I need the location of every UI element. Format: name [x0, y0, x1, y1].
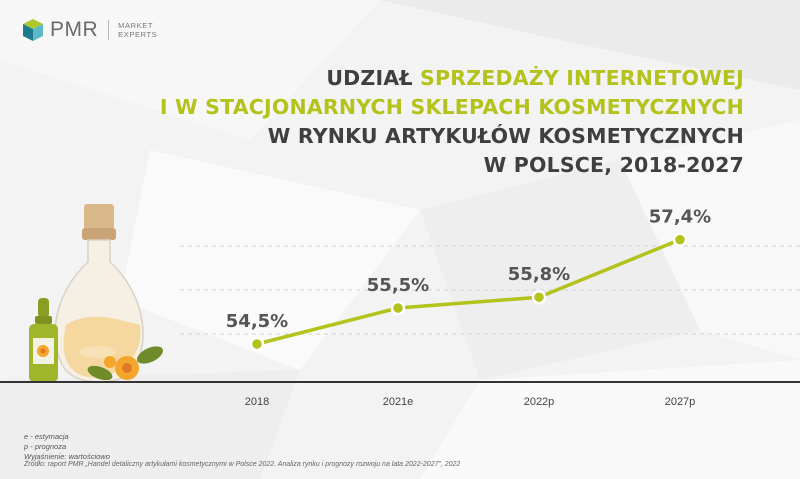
- x-tick-label: 2021e: [383, 396, 414, 408]
- source-note: Źródło: raport PMR „Handel detaliczny ar…: [24, 461, 461, 468]
- data-point: [249, 336, 265, 352]
- data-label: 54,5%: [226, 311, 288, 332]
- brand-tagline: MARKET EXPERTS: [118, 21, 157, 39]
- data-point: [390, 300, 406, 316]
- data-label: 55,5%: [367, 275, 429, 296]
- x-tick-label: 2022p: [524, 396, 555, 408]
- title-part-green: SPRZEDAŻY INTERNETOWEJ: [420, 66, 744, 90]
- note-value-explanation: Wyjaśnienie: wartościowo: [24, 452, 110, 461]
- note-estimation: e - estymacja: [24, 432, 69, 441]
- cube-logo-icon: [23, 19, 43, 41]
- chart-title: UDZIAŁ SPRZEDAŻY INTERNETOWEJ I W STACJO…: [160, 64, 744, 180]
- tagline-line-1: MARKET: [118, 21, 154, 30]
- x-tick-label: 2018: [245, 396, 269, 408]
- note-forecast: p - prognoza: [24, 442, 67, 451]
- data-point: [531, 289, 547, 305]
- logo-divider: [108, 20, 110, 40]
- brand-name: PMR: [50, 18, 99, 41]
- series-line: [256, 237, 681, 346]
- tagline-line-2: EXPERTS: [118, 30, 158, 39]
- title-line-2: I W STACJONARNYCH SKLEPACH KOSMETYCZNYCH: [159, 95, 744, 119]
- chart-notes: e - estymacja p - prognoza Wyjaśnienie: …: [24, 432, 110, 462]
- title-line-4: W POLSCE, 2018-2027: [483, 153, 744, 177]
- title-part-dark: UDZIAŁ: [326, 66, 421, 90]
- data-label: 55,8%: [508, 264, 570, 285]
- data-label: 57,4%: [649, 207, 711, 228]
- x-tick-label: 2027p: [665, 396, 696, 408]
- pmr-logo: PMR MARKET EXPERTS: [22, 18, 157, 42]
- data-point: [672, 232, 688, 247]
- title-line-3: W RYNKU ARTYKUŁÓW KOSMETYCZNYCH: [267, 124, 744, 148]
- cosmetic-bottles-illustration: [29, 204, 164, 383]
